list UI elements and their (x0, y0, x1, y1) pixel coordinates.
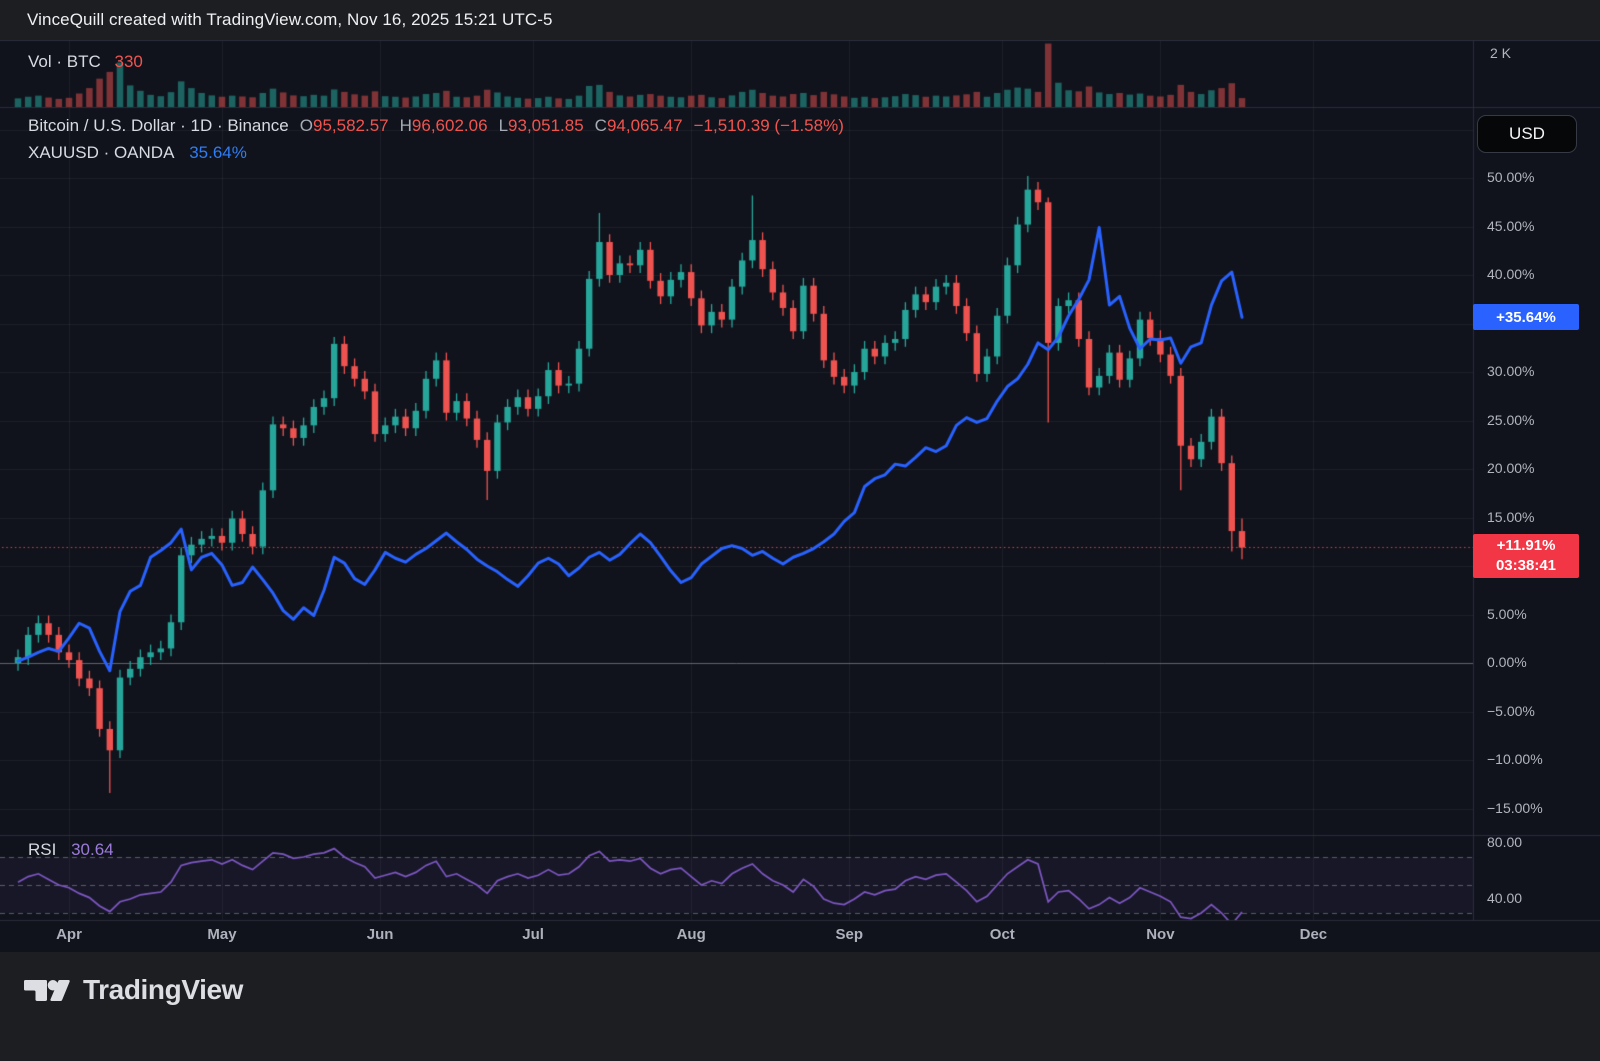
time-axis-label-jun: Jun (366, 926, 394, 943)
ohlc-close: C94,065.47 (594, 116, 683, 135)
ohlc-high: H96,602.06 (399, 116, 488, 135)
xau-legend[interactable]: XAUUSD · OANDA 35.64% (28, 143, 247, 163)
rsi-legend[interactable]: RSI 30.64 (28, 840, 114, 860)
rsi-axis-label-40: 40.00 (1487, 890, 1523, 906)
vol-value: 330 (114, 52, 143, 71)
xau-change-value: 35.64% (189, 143, 247, 162)
tradingview-logo[interactable]: TradingView (24, 974, 243, 1006)
time-axis-label-jul: Jul (522, 926, 544, 943)
chart-widget: Vol · BTC 330 Bitcoin / U.S. Dollar · 1D… (0, 40, 1600, 952)
time-axis-label-nov: Nov (1146, 926, 1175, 943)
price-axis-label-30: 30.00% (1487, 363, 1535, 379)
price-axis-label--10: −10.00% (1487, 751, 1543, 767)
price-axis-label-20: 20.00% (1487, 460, 1535, 476)
time-axis-label-oct: Oct (989, 926, 1015, 943)
tradingview-logo-icon (24, 979, 70, 1001)
btc-badge-price: +11.91% (1496, 537, 1556, 555)
time-axis-label-apr: Apr (56, 926, 82, 943)
symbol-legend[interactable]: Bitcoin / U.S. Dollar · 1D · Binance O95,… (28, 116, 844, 136)
rsi-axis-label-80: 80.00 (1487, 834, 1523, 850)
price-axis-label--5: −5.00% (1487, 702, 1535, 719)
price-axis-label--15: −15.00% (1487, 799, 1543, 816)
xau-price-badge: +35.64% (1473, 304, 1579, 331)
price-axis-label-15: 15.00% (1487, 508, 1535, 525)
ohlc-open: O95,582.57 (299, 116, 389, 135)
rsi-value: 30.64 (71, 840, 114, 859)
price-axis-label-50: 50.00% (1487, 169, 1535, 185)
change-value: −1,510.39 (−1.58%) (693, 116, 844, 135)
time-axis-label-sep: Sep (835, 926, 864, 943)
vol-btc-label: Vol · BTC (28, 52, 101, 71)
volume-axis-label: 2 K (1490, 45, 1512, 61)
price-axis-label-5: 5.00% (1487, 605, 1527, 622)
time-axis-label-aug: Aug (676, 926, 706, 943)
price-axis-label-45: 45.00% (1487, 217, 1535, 234)
price-chart-canvas[interactable] (0, 40, 1600, 952)
time-axis-label-dec: Dec (1299, 926, 1328, 943)
symbol-title: Bitcoin / U.S. Dollar · 1D · Binance (28, 116, 289, 135)
footer-bar: TradingView (0, 952, 1600, 1061)
price-axis-label-40: 40.00% (1487, 266, 1535, 282)
time-axis-label-may: May (207, 926, 237, 943)
currency-toggle-button[interactable]: USD (1477, 115, 1577, 153)
ohlc-low: L93,051.85 (498, 116, 584, 135)
rsi-label: RSI (28, 840, 57, 859)
tradingview-logo-text: TradingView (83, 974, 244, 1005)
header-bar: VinceQuill created with TradingView.com,… (0, 0, 1600, 40)
xau-symbol-title: XAUUSD · OANDA (28, 143, 174, 162)
attribution-text: VinceQuill created with TradingView.com,… (27, 10, 553, 29)
xau-badge-text: +35.64% (1496, 308, 1556, 326)
volume-pane-legend[interactable]: Vol · BTC 330 (28, 52, 143, 72)
countdown-timer: 03:38:41 (1495, 557, 1557, 575)
price-axis-label-25: 25.00% (1487, 411, 1535, 428)
btc-price-badge: +11.91% 03:38:41 (1473, 534, 1579, 579)
price-axis-label-0: 0.00% (1487, 654, 1527, 670)
